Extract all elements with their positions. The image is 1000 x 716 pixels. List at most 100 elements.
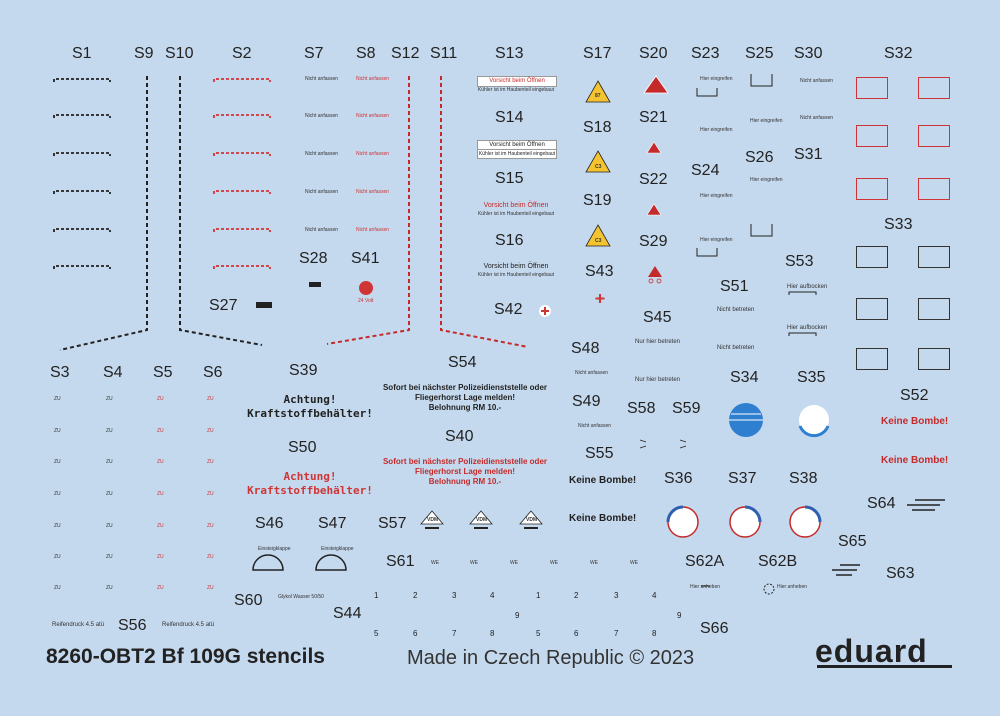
label-s43: S43 [585,263,614,280]
s6-zu: ZU [207,459,214,465]
s54-line2: Fliegerhorst Lage melden! [414,393,516,402]
red-triangles [643,75,669,284]
label-s18: S18 [583,119,612,136]
s53-bracket-2 [788,332,817,336]
s42-cross [541,307,549,315]
label-s5: S5 [153,364,173,381]
label-s19: S19 [583,192,612,209]
s4-zu: ZU [106,523,113,529]
label-s42: S42 [494,301,523,318]
handle-brackets [696,74,773,257]
s28-block [309,282,321,287]
label-s57: S57 [378,515,407,532]
s33-box [918,298,950,320]
label-s12: S12 [391,45,420,62]
s4-zu: ZU [106,491,113,497]
label-s64: S64 [867,495,896,512]
label-s48: S48 [571,340,600,357]
s53-text: Hier aufbocken [787,284,828,290]
s15-vorsicht: Vorsicht beim Öffnen [483,202,549,209]
s35-disc [798,405,830,438]
num-bottom: 8 [490,629,495,638]
label-s40: S40 [445,428,474,445]
label-s55: S55 [585,445,614,462]
label-s47: S47 [318,515,347,532]
s62a-text: Hier anheben [690,584,721,590]
num-bottom: 8 [652,629,657,638]
label-s14: S14 [495,109,524,126]
s54-line3: Belohnung RM 10.- [428,403,502,412]
s61-we: WE [630,560,639,566]
vdm-label: VDM [427,517,439,523]
label-s39: S39 [289,362,318,379]
sheet-title: 8260-OBT2 Bf 109G stencils [46,645,325,668]
s33-box [918,348,950,370]
s61-we: WE [590,560,599,566]
s27-block [256,302,272,308]
num-bottom: 7 [614,629,619,638]
s6-zu: ZU [207,396,214,402]
s6-zu: ZU [207,523,214,529]
s26-stencil: Hier eingreifen [750,177,783,183]
num-top: 3 [614,591,619,600]
s4-zu: ZU [106,396,113,402]
s53-text-2: Hier aufbocken [787,325,828,331]
label-s24: S24 [691,162,720,179]
label-s21: S21 [639,109,668,126]
s23-stencil-2: Hier eingreifen [700,127,733,133]
s55-keine-bombe: Keine Bombe! [569,475,637,486]
s3-zu: ZU [54,459,61,465]
s30-stencil: Nicht anfassen [800,78,834,84]
s40-line3: Belohnung RM 10.- [428,477,502,486]
label-s34: S34 [730,369,759,386]
s33-box [918,246,950,268]
vdm-label: VDM [476,517,488,523]
yellow-triangles [585,80,611,247]
label-s23: S23 [691,45,720,62]
label-s54: S54 [448,354,477,371]
label-s46: S46 [255,515,284,532]
label-s4: S4 [103,364,123,381]
s62b-text: Hier anheben [777,584,808,590]
s45-text-2: Nur hier betreten [635,377,681,383]
s32-box [856,125,888,147]
label-s52: S52 [900,387,929,404]
s61-we: WE [431,560,440,566]
s36-s38-gauges [666,505,822,538]
label-s38: S38 [789,470,818,487]
s23-stencil: Hier eingreifen [700,76,733,82]
s7-stencil: Nicht anfassen [305,227,339,233]
label-s30: S30 [794,45,823,62]
s61-we: WE [510,560,519,566]
s3-zu: ZU [54,585,61,591]
num-top: 2 [413,591,418,600]
s6-zu: ZU [207,428,214,434]
s9-s10-lines [59,76,263,351]
num-bottom: 6 [413,629,418,638]
label-s15: S15 [495,170,524,187]
label-s7: S7 [304,45,324,62]
s14-kuhler: Kühler ist im Haubenteil eingebaut [477,149,557,159]
num-bottom: 5 [374,629,379,638]
s33-box [856,298,888,320]
s3-zu: ZU [54,428,61,434]
label-s10: S10 [165,45,194,62]
s32-box [918,178,950,200]
label-s6: S6 [203,364,223,381]
num-top: 4 [652,591,657,600]
s48-text: Nicht anfassen [575,370,609,376]
num-top: 3 [452,591,457,600]
s30-stencil-2: Nicht anfassen [800,115,834,121]
label-s41: S41 [351,250,380,267]
s61-we: WE [550,560,559,566]
s32-box [918,125,950,147]
label-s44: S44 [333,605,362,622]
s53-bracket [788,291,817,295]
made-in: Made in Czech Republic © 2023 [407,647,695,669]
s50-achtung: Achtung! [283,470,337,483]
label-s8: S8 [356,45,376,62]
label-s35: S35 [797,369,826,386]
s41-volt: 24 Volt [358,298,374,304]
label-s37: S37 [728,470,757,487]
s52-keine-bombe-2: Keine Bombe! [881,455,949,466]
